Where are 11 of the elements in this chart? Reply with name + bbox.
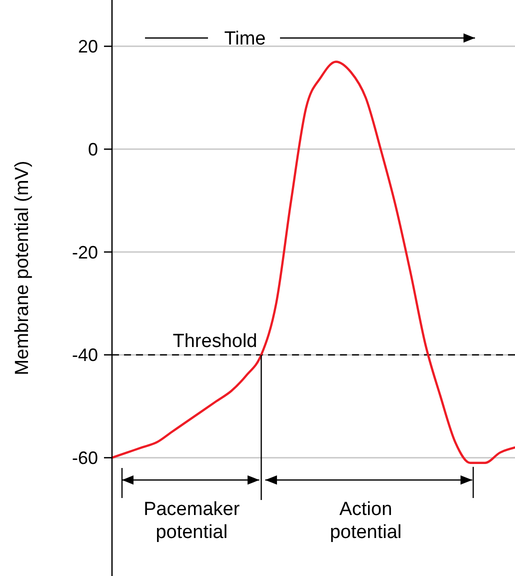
line-series [110, 60, 515, 464]
annotation: Pacemaker potential [144, 499, 240, 543]
y-tick-label: -60 [72, 448, 98, 468]
y-axis-title: Membrane potential (mV) [12, 160, 33, 376]
annotation: Time [224, 28, 266, 50]
y-tick-label: 20 [78, 36, 98, 57]
ref-line-label: Threshold [172, 330, 258, 352]
y-tick-label: -40 [72, 345, 98, 366]
annotation: Action potential [330, 499, 402, 543]
y-tick-label: 0 [88, 139, 98, 160]
y-tick-label: -20 [72, 242, 98, 262]
